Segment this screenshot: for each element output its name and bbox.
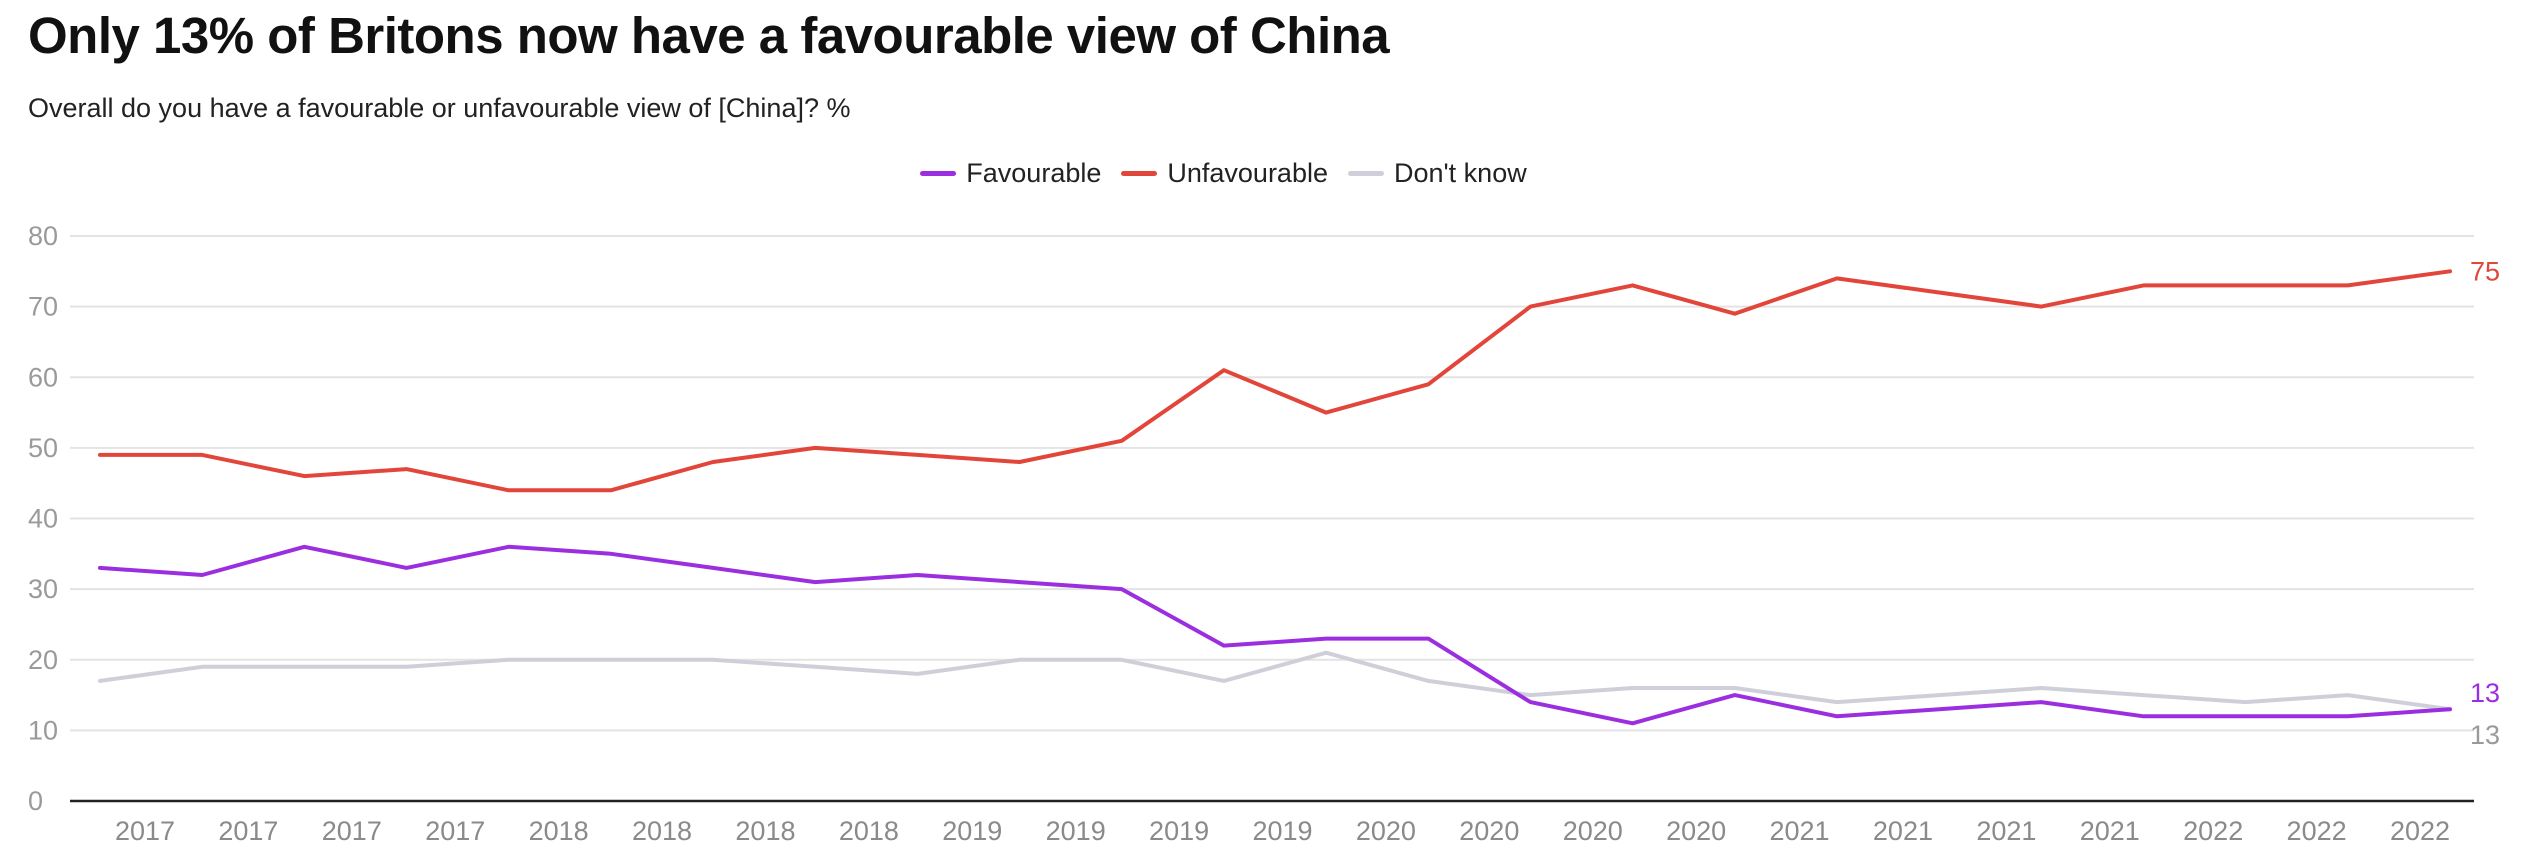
series-line-don-t-know [98,650,2452,712]
x-tick-label-20: 2022 [2183,816,2243,846]
y-tick-label-60: 60 [28,362,58,392]
y-tick-label-10: 10 [28,715,58,745]
x-tick-label-12: 2020 [1356,816,1416,846]
legend-label-unfavourable: Unfavourable [1167,158,1328,188]
series-line-favourable [98,544,2452,726]
x-tick-label-16: 2021 [1770,816,1830,846]
legend: Favourable Unfavourable Don't know [0,158,2521,189]
x-tick-label-7: 2018 [839,816,899,846]
x-tick-label-0: 2017 [115,816,175,846]
legend-label-favourable: Favourable [966,158,1102,188]
x-tick-label-3: 2017 [425,816,485,846]
y-tick-label-30: 30 [28,574,58,604]
legend-swatch-favourable [920,171,957,176]
end-label-don-t-know: 13 [2470,720,2500,750]
y-tick-label-50: 50 [28,433,58,463]
x-tick-label-5: 2018 [632,816,692,846]
chart-subtitle: Overall do you have a favourable or unfa… [28,93,851,123]
y-tick-label-40: 40 [28,504,58,534]
y-tick-label-70: 70 [28,292,58,322]
x-tick-label-6: 2018 [735,816,795,846]
y-tick-label-20: 20 [28,645,58,675]
series-line-unfavourable [98,269,2452,493]
legend-label-dont-know: Don't know [1393,158,1527,188]
y-tick-label-80: 80 [28,221,58,251]
x-tick-label-2: 2017 [322,816,382,846]
x-tick-label-15: 2020 [1666,816,1726,846]
x-tick-label-13: 2020 [1459,816,1519,846]
x-tick-label-8: 2019 [942,816,1002,846]
x-tick-label-14: 2020 [1563,816,1623,846]
end-label-unfavourable: 75 [2470,256,2500,286]
legend-item-unfavourable[interactable]: Unfavourable [1121,158,1328,189]
y-tick-label-0: 0 [28,786,43,816]
x-tick-label-22: 2022 [2390,816,2450,846]
legend-swatch-dont-know [1347,171,1384,176]
x-tick-label-11: 2019 [1252,816,1312,846]
x-tick-label-17: 2021 [1873,816,1933,846]
legend-swatch-unfavourable [1121,171,1158,176]
legend-item-dont-know[interactable]: Don't know [1347,158,1527,189]
x-tick-label-9: 2019 [1046,816,1106,846]
x-tick-label-19: 2021 [2080,816,2140,846]
x-tick-label-4: 2018 [529,816,589,846]
legend-item-favourable[interactable]: Favourable [920,158,1101,189]
end-label-favourable: 13 [2470,678,2500,708]
x-tick-label-18: 2021 [1976,816,2036,846]
chart-title: Only 13% of Britons now have a favourabl… [28,7,1390,64]
x-tick-label-10: 2019 [1149,816,1209,846]
x-tick-label-1: 2017 [218,816,278,846]
x-tick-label-21: 2022 [2287,816,2347,846]
